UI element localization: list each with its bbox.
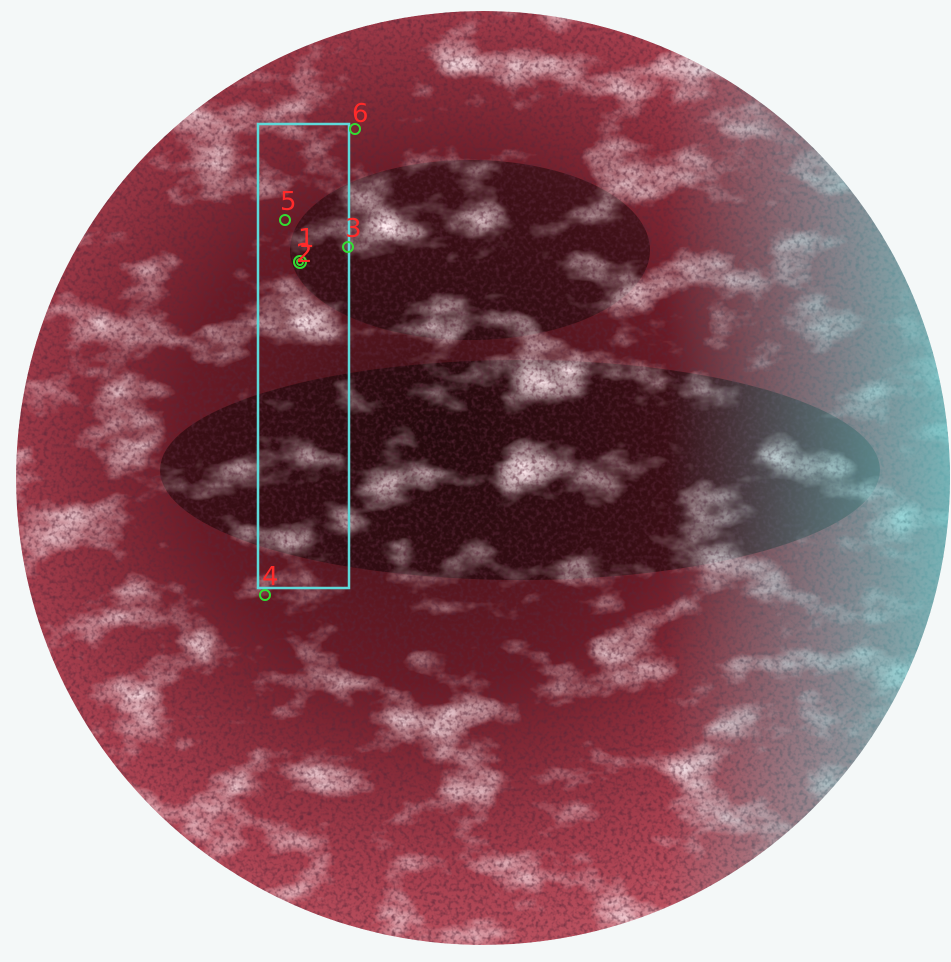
marker-label: 5 [280, 187, 297, 217]
marker-label: 1 [298, 224, 315, 254]
selection-box [256, 122, 351, 590]
marker-label: 2 [296, 239, 313, 269]
marker-point [293, 255, 307, 269]
marker-label: 3 [345, 214, 362, 244]
annotations [256, 122, 361, 601]
marker-label: 4 [262, 562, 279, 592]
marker-point [279, 214, 291, 226]
marker-point [296, 258, 304, 266]
marker-label: 6 [352, 99, 369, 129]
marker-point [349, 123, 361, 135]
marker-point [342, 241, 354, 253]
marker-point [259, 589, 271, 601]
